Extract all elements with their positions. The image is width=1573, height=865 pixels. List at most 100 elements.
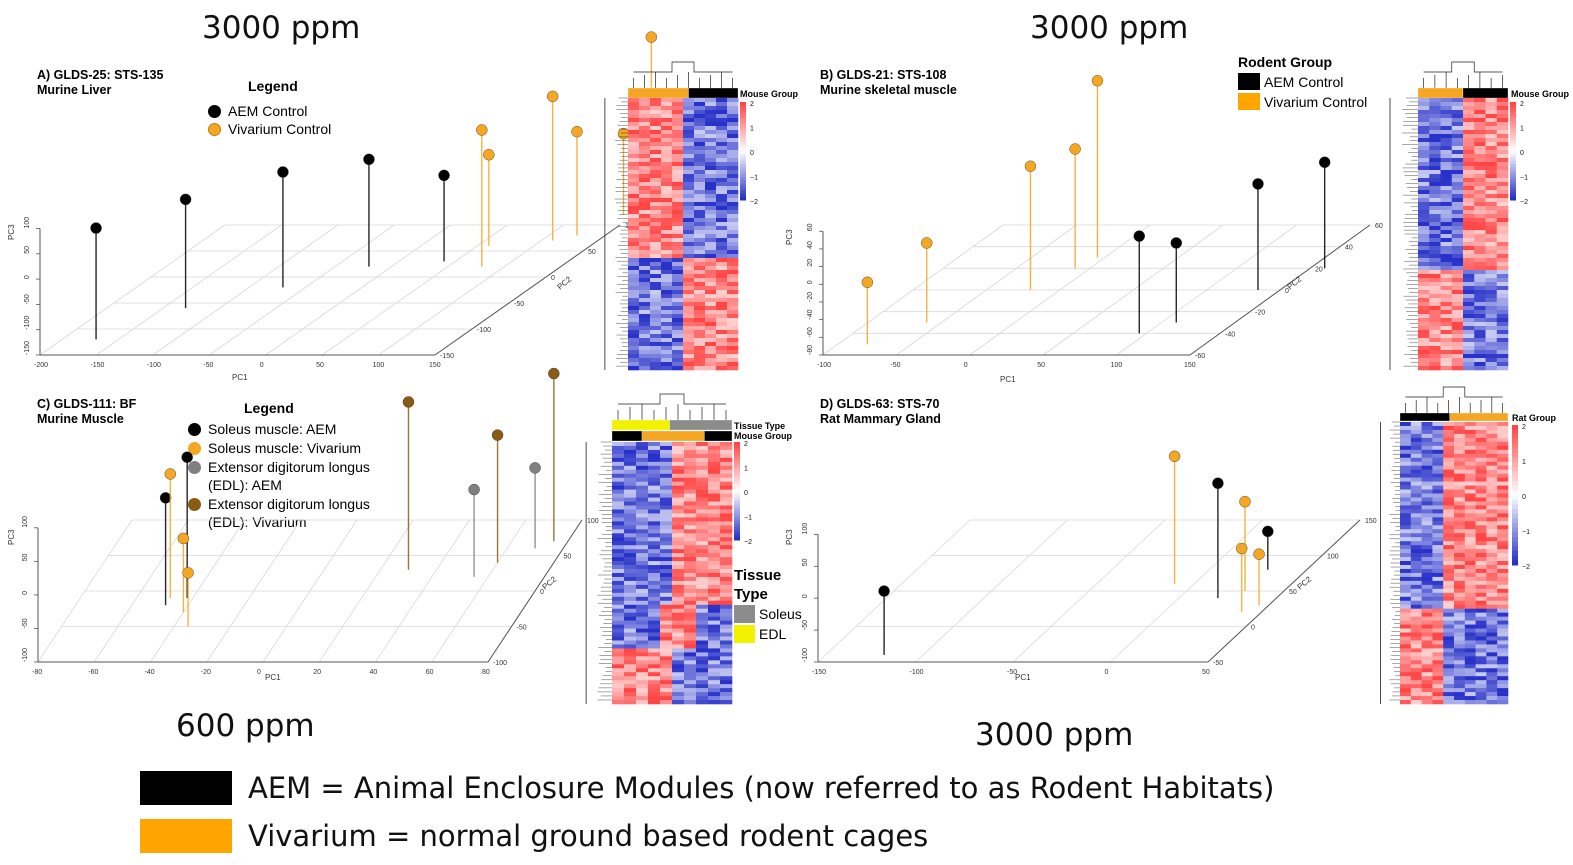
heatmap-cell <box>1410 568 1422 574</box>
heatmap-cell <box>1464 525 1476 530</box>
heatmap-cell <box>708 636 721 641</box>
heatmap-cell <box>720 620 733 625</box>
heatmap-cell <box>1443 664 1455 669</box>
heatmap-cell <box>660 521 673 526</box>
orange-dot-icon <box>188 441 201 455</box>
heatmap-cell <box>716 266 728 271</box>
heatmap-cell <box>705 222 717 227</box>
heatmap-cell <box>672 525 685 530</box>
heatmap-cell <box>1440 238 1453 243</box>
heatmap-cell <box>696 533 709 538</box>
heatmap-cell <box>1418 254 1430 259</box>
heatmap-cell <box>1440 354 1453 359</box>
heatmap-cell <box>683 150 695 155</box>
heatmap-cell <box>1443 561 1455 566</box>
heatmap-cell <box>720 616 733 621</box>
heatmap-cell <box>705 358 717 363</box>
heatmap-cell <box>672 190 684 195</box>
heatmap-cell <box>1485 266 1498 271</box>
heatmap-cell <box>683 326 695 331</box>
color-scale-cell <box>1510 193 1516 198</box>
data-point <box>1133 230 1145 242</box>
grid-line <box>39 224 226 356</box>
heatmap-cell <box>1485 230 1498 235</box>
heatmap-cell <box>639 186 651 191</box>
heatmap-cell <box>1464 604 1476 609</box>
heatmap-cell <box>683 218 695 223</box>
heatmap-cell <box>660 620 673 625</box>
heatmap-cell <box>624 553 637 558</box>
heatmap-cell <box>636 477 649 482</box>
heatmap-cell <box>624 584 637 590</box>
heatmap-cell <box>705 174 717 179</box>
heatmap-cell <box>650 274 662 279</box>
heatmap-cell <box>1486 568 1498 574</box>
heatmap-cell <box>1432 449 1444 455</box>
panel-c-legend-edl-aem: Extensor digitorum longus <box>188 459 370 475</box>
heatmap-cell <box>1463 354 1475 359</box>
heatmap-cell <box>660 652 673 657</box>
heatmap-cell <box>716 342 728 347</box>
heatmap-cell <box>708 696 721 701</box>
heatmap-cell <box>1440 110 1453 115</box>
heatmap-cell <box>1432 433 1444 439</box>
grid-line <box>915 519 1068 663</box>
heatmap-cell <box>612 485 625 490</box>
heatmap-cell <box>1440 174 1453 179</box>
heatmap-cell <box>672 222 684 227</box>
color-scale-cell <box>1512 509 1518 515</box>
heatmap-cell <box>672 206 684 211</box>
heatmap-cell <box>720 505 733 510</box>
heatmap-cell <box>650 118 662 123</box>
heatmap-cell <box>705 366 717 371</box>
grid-line <box>487 519 583 663</box>
heatmap-cell <box>1475 513 1487 518</box>
heatmap-cell <box>708 600 721 606</box>
heatmap-cell <box>650 130 662 135</box>
data-point <box>1069 143 1081 155</box>
heatmap-cell <box>1474 230 1486 235</box>
heatmap-cell <box>716 178 728 183</box>
data-point <box>921 237 933 249</box>
heatmap-cell <box>1497 557 1509 562</box>
heatmap-cell <box>660 680 673 685</box>
heatmap-cell <box>1440 102 1453 107</box>
heatmap-cell <box>1418 186 1430 191</box>
heatmap-cell <box>650 222 662 227</box>
heatmap-cell <box>1486 497 1498 502</box>
heatmap-cell <box>1410 628 1422 633</box>
heatmap-cell <box>1496 262 1509 267</box>
heatmap-cell <box>624 469 637 475</box>
legend-label: Soleus <box>759 606 802 622</box>
heatmap-cell <box>1421 537 1433 542</box>
heatmap-cell <box>684 628 697 633</box>
heatmap-cell <box>696 565 709 570</box>
scale-a-tick: −1 <box>750 175 758 182</box>
color-scale-cell <box>1510 134 1516 139</box>
color-scale-cell <box>1510 111 1516 116</box>
color-scale-cell <box>740 118 746 123</box>
y-tick-label: 50 <box>588 249 596 256</box>
z-axis-label: PC3 <box>785 529 794 545</box>
heatmap-cell <box>1475 441 1487 447</box>
heatmap-cell <box>1429 174 1441 179</box>
heatmap-cell <box>1440 210 1453 215</box>
heatmap-cell <box>696 477 709 482</box>
heatmap-cell <box>650 242 662 247</box>
heatmap-cell <box>661 334 673 339</box>
heatmap-cell <box>1474 366 1486 371</box>
heatmap-cell <box>708 656 721 661</box>
group-bar-cell <box>1462 87 1509 99</box>
heatmap-cell <box>1418 182 1430 187</box>
heatmap-cell <box>672 537 685 542</box>
heatmap-cell <box>1443 493 1455 498</box>
heatmap-cell <box>1410 640 1422 645</box>
grid-line <box>817 519 971 663</box>
heatmap-cell <box>639 366 651 371</box>
heatmap-cell <box>624 684 637 689</box>
heatmap-cell <box>639 102 651 107</box>
heatmap-cell <box>661 162 673 167</box>
heatmap-cell <box>1463 322 1475 327</box>
heatmap-cell <box>1410 660 1422 665</box>
heatmap-cell <box>672 557 685 562</box>
